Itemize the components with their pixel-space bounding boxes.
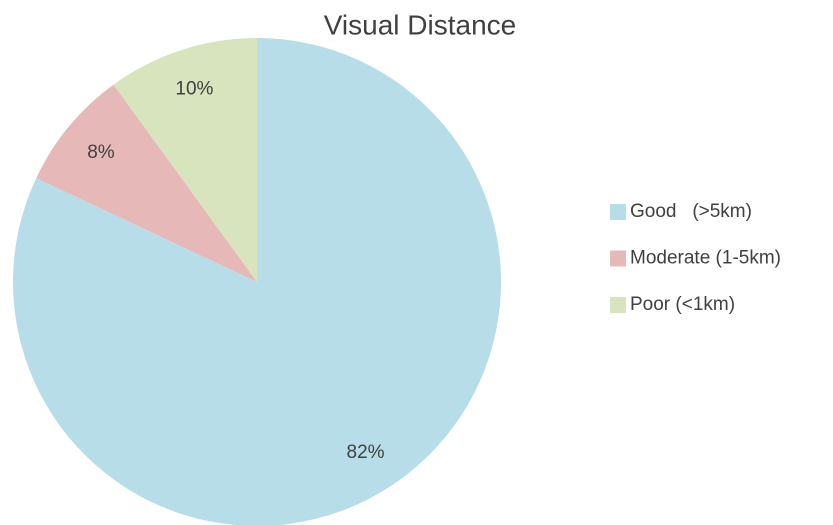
legend-swatch bbox=[610, 204, 626, 220]
pie-slice bbox=[36, 84, 257, 282]
chart-title: Visual Distance bbox=[324, 9, 516, 40]
data-label: 8% bbox=[87, 142, 115, 163]
pie-slice bbox=[113, 38, 257, 282]
legend-label: Good (>5km) bbox=[630, 201, 752, 222]
legend-label: Moderate (1-5km) bbox=[630, 248, 781, 269]
pie-slice bbox=[13, 38, 501, 525]
legend-swatch bbox=[610, 250, 626, 267]
legend-swatch bbox=[610, 297, 626, 313]
legend-label: Poor (<1km) bbox=[630, 294, 735, 315]
data-label: 82% bbox=[347, 442, 385, 463]
data-label: 10% bbox=[175, 78, 213, 99]
